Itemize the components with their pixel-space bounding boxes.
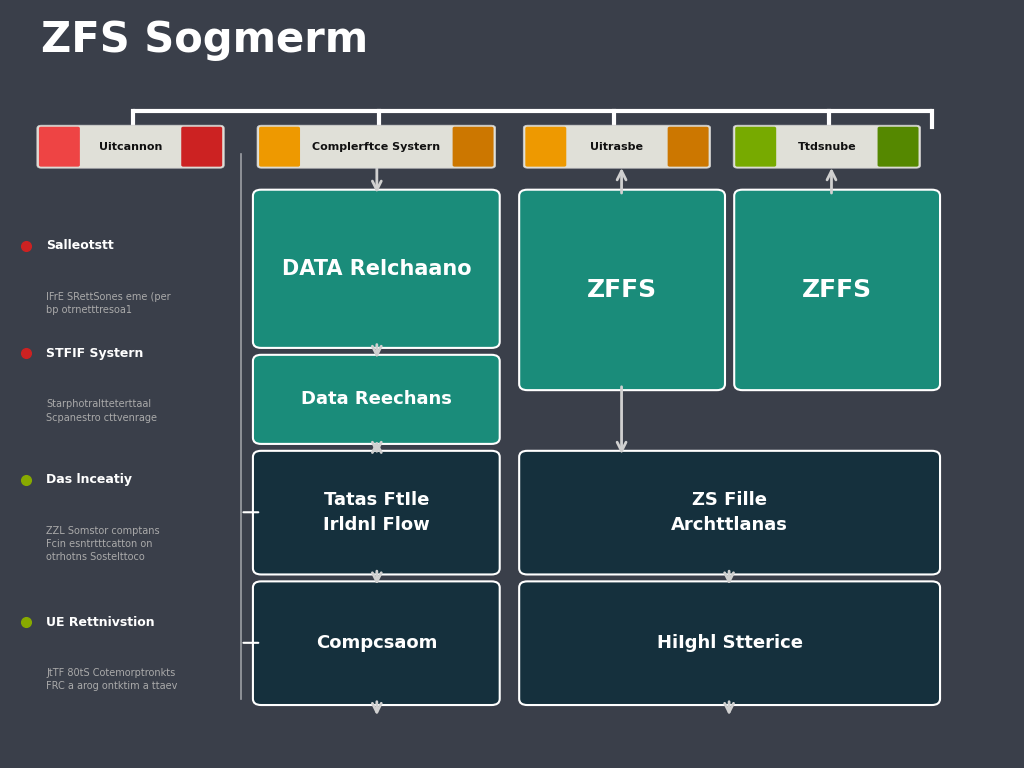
- FancyBboxPatch shape: [519, 451, 940, 574]
- Text: ZFS Sogmerm: ZFS Sogmerm: [41, 19, 368, 61]
- Text: DATA Relchaano: DATA Relchaano: [282, 259, 471, 279]
- Text: IFrE SRettSones eme (per
bp otrnetttresoa1: IFrE SRettSones eme (per bp otrnetttreso…: [46, 292, 171, 315]
- FancyBboxPatch shape: [253, 451, 500, 574]
- FancyBboxPatch shape: [525, 127, 566, 167]
- FancyBboxPatch shape: [181, 127, 222, 167]
- FancyBboxPatch shape: [37, 125, 224, 168]
- Text: Uitcannon: Uitcannon: [99, 141, 162, 152]
- FancyBboxPatch shape: [253, 190, 500, 348]
- Text: Salleotstt: Salleotstt: [46, 240, 114, 252]
- FancyBboxPatch shape: [734, 190, 940, 390]
- FancyBboxPatch shape: [735, 127, 776, 167]
- Text: Complerftce Systern: Complerftce Systern: [312, 141, 440, 152]
- Text: ZFFS: ZFFS: [587, 278, 657, 302]
- FancyBboxPatch shape: [253, 581, 500, 705]
- FancyBboxPatch shape: [523, 125, 711, 168]
- FancyBboxPatch shape: [668, 127, 709, 167]
- FancyBboxPatch shape: [453, 127, 494, 167]
- Text: JtTF 80tS Cotemorptronkts
FRC a arog ontktim a ttaev: JtTF 80tS Cotemorptronkts FRC a arog ont…: [46, 668, 177, 691]
- Text: Data Reechans: Data Reechans: [301, 390, 452, 409]
- Text: ZZL Somstor comptans
Fcin esntrtttcatton on
otrhotns Sostelttoco: ZZL Somstor comptans Fcin esntrtttcatton…: [46, 526, 160, 562]
- Text: Uitrasbe: Uitrasbe: [591, 141, 643, 152]
- FancyBboxPatch shape: [259, 127, 300, 167]
- Text: ZFFS: ZFFS: [802, 278, 872, 302]
- Text: Starphotraltteterttaal
Scpanestro cttvenrage: Starphotraltteterttaal Scpanestro cttven…: [46, 399, 157, 422]
- Text: Tatas FtIle
Irldnl Flow: Tatas FtIle Irldnl Flow: [323, 492, 430, 534]
- Text: STFIF Systern: STFIF Systern: [46, 347, 143, 359]
- FancyBboxPatch shape: [733, 125, 921, 168]
- FancyBboxPatch shape: [253, 355, 500, 444]
- FancyBboxPatch shape: [519, 190, 725, 390]
- FancyBboxPatch shape: [39, 127, 80, 167]
- Text: HiIghl Stterice: HiIghl Stterice: [656, 634, 803, 652]
- Text: Ttdsnube: Ttdsnube: [798, 141, 856, 152]
- Text: UE Rettnivstion: UE Rettnivstion: [46, 616, 155, 628]
- FancyBboxPatch shape: [257, 125, 496, 168]
- Text: ZS Fille
Archttlanas: ZS Fille Archttlanas: [671, 492, 788, 534]
- Text: Compcsaom: Compcsaom: [315, 634, 437, 652]
- FancyBboxPatch shape: [878, 127, 919, 167]
- Text: Das lnceatiy: Das lnceatiy: [46, 474, 132, 486]
- FancyBboxPatch shape: [519, 581, 940, 705]
